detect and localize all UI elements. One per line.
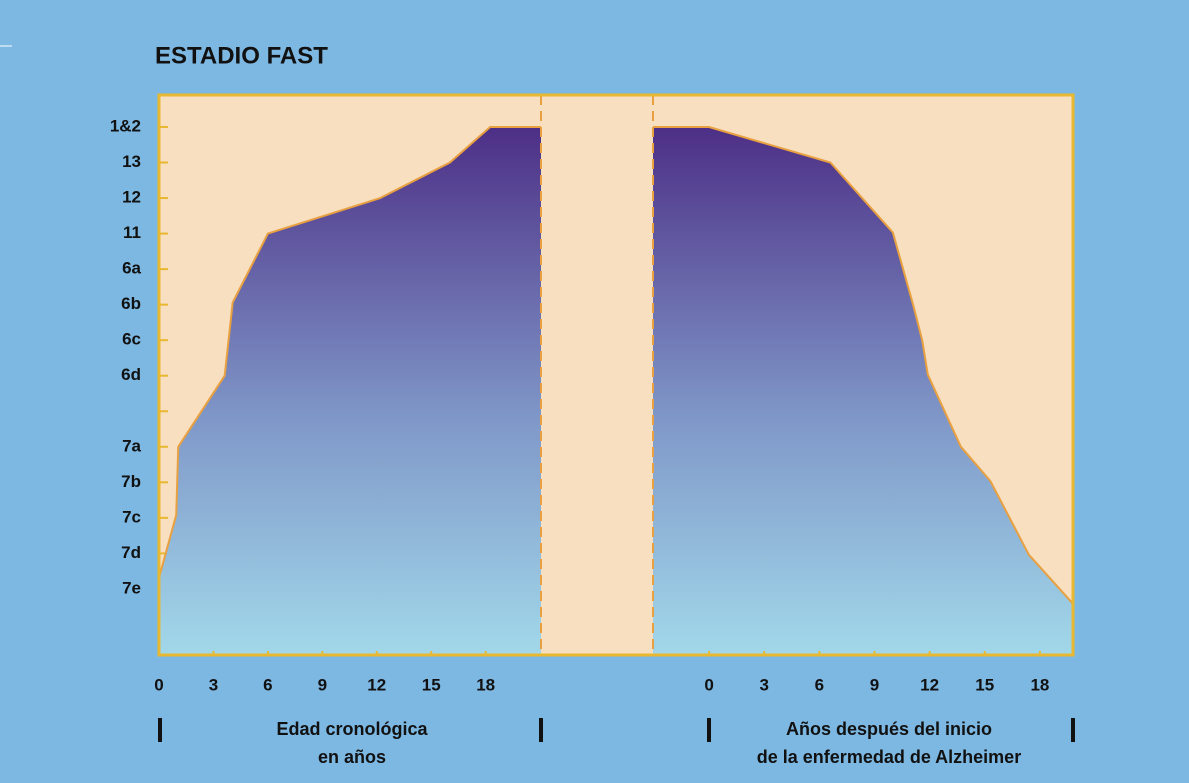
frame — [157, 93, 1075, 657]
y-tick-label: 11 — [123, 223, 141, 242]
chart-title: ESTADIO FAST — [155, 42, 328, 69]
x-tick-label: 3 — [209, 675, 218, 694]
y-tick-label: 7b — [121, 472, 141, 491]
x-tick-label: 12 — [367, 675, 386, 694]
x-axis-label: Años después del inicio — [786, 719, 992, 739]
x-tick-label: 18 — [1030, 675, 1049, 694]
y-tick-label: 12 — [122, 188, 141, 207]
y-tick-label: 1&2 — [110, 116, 141, 135]
x-tick-label: 9 — [870, 675, 879, 694]
x-tick-label: 0 — [704, 675, 713, 694]
x-tick-label: 3 — [759, 675, 768, 694]
y-tick-label: 7d — [121, 543, 141, 562]
y-tick-label: 7e — [122, 578, 141, 597]
x-tick-label: 9 — [318, 675, 327, 694]
y-tick-label: 13 — [122, 152, 141, 171]
area-line — [653, 125, 1074, 605]
x-tick-label: 6 — [815, 675, 824, 694]
y-tick-label: 6d — [121, 365, 141, 384]
x-axis-label: Edad cronológica — [276, 719, 428, 739]
area — [653, 126, 1073, 656]
y-tick-label: 7c — [122, 507, 141, 526]
x-tick-label: 0 — [154, 675, 163, 694]
x-axis-label: de la enfermedad de Alzheimer — [757, 747, 1021, 767]
x-tick-label: 6 — [263, 675, 272, 694]
y-tick-label: 6b — [121, 294, 141, 313]
y-tick-label: 6a — [122, 259, 141, 278]
x-axis-label: en años — [318, 747, 386, 767]
x-tick-label: 15 — [975, 675, 994, 694]
y-tick-label: 6c — [122, 330, 141, 349]
x-tick-label: 12 — [920, 675, 939, 694]
area-line — [158, 125, 541, 579]
y-tick-label: 7a — [122, 436, 141, 455]
x-tick-label: 18 — [476, 675, 495, 694]
x-tick-label: 15 — [422, 675, 441, 694]
area — [159, 126, 541, 656]
